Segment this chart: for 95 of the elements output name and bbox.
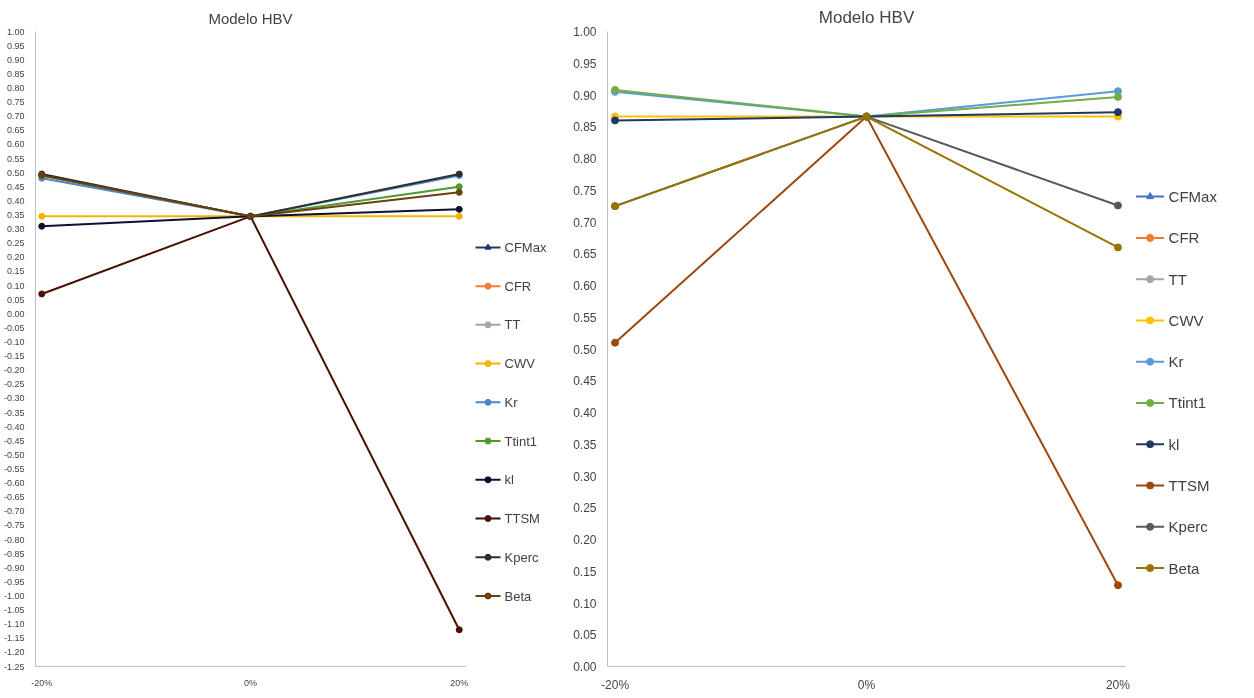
y-tick-label: 0.75 (6, 97, 25, 108)
y-tick-label: -0.50 (3, 449, 25, 460)
y-tick-label: 0.50 (573, 342, 597, 357)
y-tick-label: 0.00 (6, 308, 25, 319)
y-tick-label: -0.10 (3, 336, 25, 347)
y-tick-label: 0.40 (6, 195, 25, 206)
x-tick-label: -20% (31, 677, 53, 688)
y-tick-label: 0.00 (573, 660, 597, 674)
y-tick-label: 0.10 (573, 596, 597, 611)
y-tick-label: 0.80 (6, 82, 25, 93)
y-tick-label: 0.95 (6, 40, 25, 51)
y-tick-label: -0.75 (3, 520, 25, 531)
y-tick-label: -0.80 (3, 534, 25, 545)
y-tick-label: 0.40 (573, 406, 597, 420)
y-tick-label: -0.90 (3, 562, 25, 573)
y-tick-label: -0.30 (3, 393, 25, 404)
legend-label: TT (504, 317, 521, 333)
x-tick-label: 20% (1105, 677, 1131, 692)
legend-label: kl (504, 472, 514, 488)
y-tick-label: 0.15 (6, 266, 25, 277)
y-tick-label: 0.45 (573, 374, 597, 389)
x-tick-label: 0% (244, 677, 258, 688)
y-tick-label: -1.25 (3, 661, 25, 672)
y-tick-label: -0.20 (3, 365, 25, 376)
y-tick-label: 0.25 (573, 501, 597, 516)
y-tick-label: 0.45 (6, 181, 25, 192)
y-tick-label: -1.00 (3, 590, 25, 601)
y-tick-label: 0.20 (6, 252, 25, 263)
y-tick-label: 0.70 (6, 111, 25, 122)
y-tick-label: -1.15 (3, 633, 25, 644)
y-tick-label: 0.80 (573, 152, 597, 166)
y-tick-label: 0.05 (573, 628, 597, 643)
y-tick-label: -0.45 (3, 435, 25, 446)
y-tick-label: 0.90 (6, 54, 25, 65)
x-tick-label: 20% (450, 677, 469, 688)
legend-label: kl (1168, 435, 1180, 453)
x-tick-label: -20% (601, 677, 630, 692)
y-tick-label: -0.70 (3, 506, 25, 517)
y-tick-label: 0.65 (573, 247, 597, 262)
y-tick-label: 0.65 (6, 125, 25, 136)
y-tick-label: -0.25 (3, 379, 25, 390)
legend-label: CFR (504, 278, 532, 294)
y-tick-label: 0.15 (573, 564, 597, 579)
y-tick-label: -0.95 (3, 576, 25, 587)
y-tick-label: 0.20 (573, 533, 597, 547)
y-tick-label: 0.85 (573, 120, 597, 135)
y-tick-label: 1.00 (6, 26, 25, 37)
y-tick-label: -0.15 (3, 351, 25, 362)
legend-label: Kperc (504, 549, 539, 565)
y-tick-label: 0.25 (6, 238, 25, 249)
y-tick-label: 0.30 (6, 224, 25, 235)
y-tick-label: -1.20 (3, 647, 25, 658)
y-tick-label: 0.10 (6, 280, 25, 291)
y-tick-label: -0.85 (3, 548, 25, 559)
legend-label: TTSM (1168, 477, 1210, 495)
legend-label: TT (1168, 270, 1187, 288)
y-tick-label: -1.10 (3, 619, 25, 630)
y-tick-label: 0.05 (6, 294, 25, 305)
y-tick-label: 0.35 (6, 209, 25, 220)
legend-label: Beta (504, 588, 533, 604)
legend-label: Kr (504, 394, 519, 410)
y-tick-label: 0.85 (6, 68, 25, 79)
y-tick-label: -0.65 (3, 492, 25, 503)
x-tick-label: 0% (857, 677, 876, 692)
legend-label: Kr (1168, 353, 1184, 371)
y-tick-label: 0.90 (573, 88, 597, 103)
y-tick-label: -0.05 (3, 322, 25, 333)
legend-label: TTSM (504, 511, 540, 527)
y-tick-label: 0.75 (573, 183, 597, 198)
legend-label: Kperc (1168, 518, 1209, 536)
legend-label: CFMax (504, 239, 547, 255)
y-tick-label: 0.30 (573, 469, 597, 484)
legend-label: Beta (1168, 559, 1201, 577)
legend-label: Ttint1 (504, 433, 538, 449)
y-tick-label: 0.60 (573, 279, 597, 293)
y-tick-label: 0.55 (573, 310, 597, 325)
y-tick-label: 0.50 (6, 167, 25, 178)
legend-label: CWV (1168, 311, 1204, 329)
y-tick-label: -0.55 (3, 463, 25, 474)
legend-label: Ttint1 (1168, 394, 1207, 412)
legend-label: CFR (1168, 229, 1200, 247)
y-tick-label: -0.60 (3, 478, 25, 489)
y-tick-label: -1.05 (3, 605, 25, 616)
legend-label: CFMax (1168, 188, 1218, 206)
y-tick-label: -0.40 (3, 421, 25, 432)
y-tick-label: 0.95 (573, 56, 597, 71)
y-tick-label: 0.70 (573, 215, 597, 230)
y-tick-label: 0.60 (6, 139, 25, 150)
chart-title: Modelo HBV (818, 7, 915, 27)
chart-title: Modelo HBV (208, 9, 293, 27)
legend-label: CWV (504, 356, 536, 372)
y-tick-label: -0.35 (3, 407, 25, 418)
y-tick-label: 0.35 (573, 437, 597, 452)
y-tick-label: 1.00 (573, 25, 597, 39)
y-tick-label: 0.55 (6, 153, 25, 164)
